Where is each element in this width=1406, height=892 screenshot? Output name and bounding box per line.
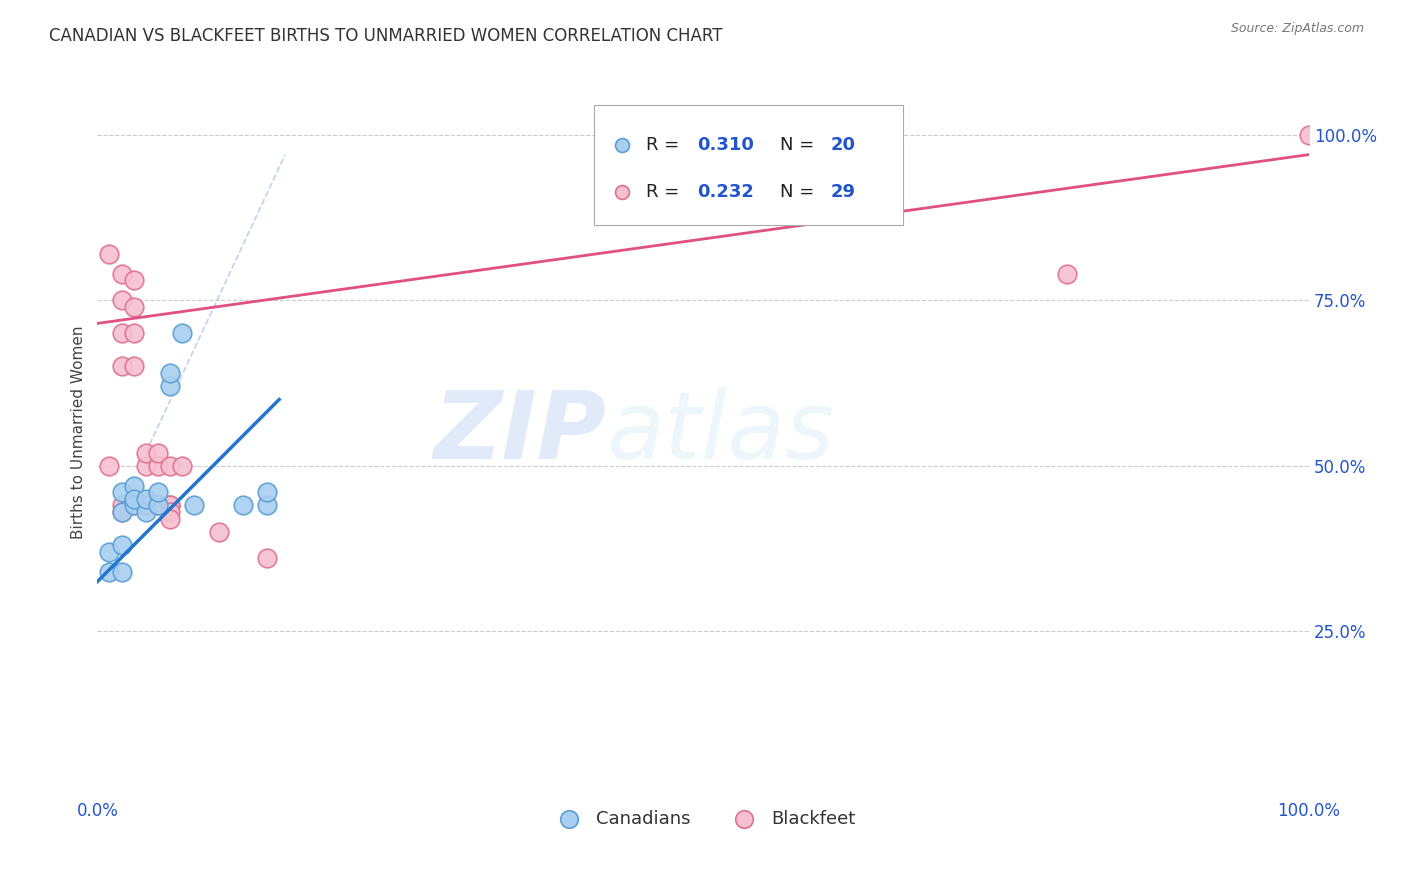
Point xyxy=(256,485,278,500)
Point xyxy=(122,359,145,374)
Point xyxy=(256,551,278,566)
Point xyxy=(122,478,145,492)
Point xyxy=(110,359,132,374)
Point xyxy=(135,505,157,519)
Text: ZIP: ZIP xyxy=(433,386,606,479)
Text: 20: 20 xyxy=(831,136,855,154)
Text: atlas: atlas xyxy=(606,387,835,478)
Point xyxy=(122,491,145,506)
Point xyxy=(1298,128,1320,142)
Text: N =: N = xyxy=(779,136,820,154)
Point xyxy=(110,267,132,281)
Point xyxy=(159,512,181,526)
Point xyxy=(110,326,132,341)
Point xyxy=(146,445,169,459)
Point xyxy=(122,300,145,314)
Point xyxy=(110,293,132,308)
Point xyxy=(135,458,157,473)
Point xyxy=(172,458,194,473)
Text: N =: N = xyxy=(779,184,820,202)
Point xyxy=(146,485,169,500)
Point xyxy=(110,505,132,519)
Legend: Canadians, Blackfeet: Canadians, Blackfeet xyxy=(544,803,863,835)
Text: 29: 29 xyxy=(831,184,855,202)
Point xyxy=(256,499,278,513)
Point xyxy=(110,538,132,552)
Point xyxy=(159,505,181,519)
Point xyxy=(110,505,132,519)
Point xyxy=(110,485,132,500)
Text: R =: R = xyxy=(647,136,685,154)
Point xyxy=(135,491,157,506)
Point xyxy=(232,499,254,513)
Point xyxy=(110,499,132,513)
Point xyxy=(172,326,194,341)
Point xyxy=(159,458,181,473)
Text: 0.232: 0.232 xyxy=(697,184,754,202)
Point xyxy=(98,247,121,261)
Point xyxy=(1056,267,1078,281)
Point xyxy=(122,326,145,341)
Point xyxy=(146,458,169,473)
Point xyxy=(159,499,181,513)
Point xyxy=(122,499,145,513)
Point xyxy=(146,499,169,513)
Text: Source: ZipAtlas.com: Source: ZipAtlas.com xyxy=(1230,22,1364,36)
Point xyxy=(122,273,145,287)
Point xyxy=(98,565,121,579)
Point xyxy=(207,524,229,539)
Point xyxy=(110,565,132,579)
Point xyxy=(159,366,181,380)
Point xyxy=(98,458,121,473)
Point xyxy=(183,499,205,513)
Point xyxy=(159,499,181,513)
Point xyxy=(159,379,181,393)
Point xyxy=(135,499,157,513)
Point xyxy=(98,545,121,559)
Point xyxy=(122,499,145,513)
Text: R =: R = xyxy=(647,184,685,202)
Point xyxy=(135,445,157,459)
Point xyxy=(146,499,169,513)
Y-axis label: Births to Unmarried Women: Births to Unmarried Women xyxy=(72,326,86,540)
Text: 0.310: 0.310 xyxy=(697,136,754,154)
Text: CANADIAN VS BLACKFEET BIRTHS TO UNMARRIED WOMEN CORRELATION CHART: CANADIAN VS BLACKFEET BIRTHS TO UNMARRIE… xyxy=(49,27,723,45)
FancyBboxPatch shape xyxy=(595,105,903,225)
